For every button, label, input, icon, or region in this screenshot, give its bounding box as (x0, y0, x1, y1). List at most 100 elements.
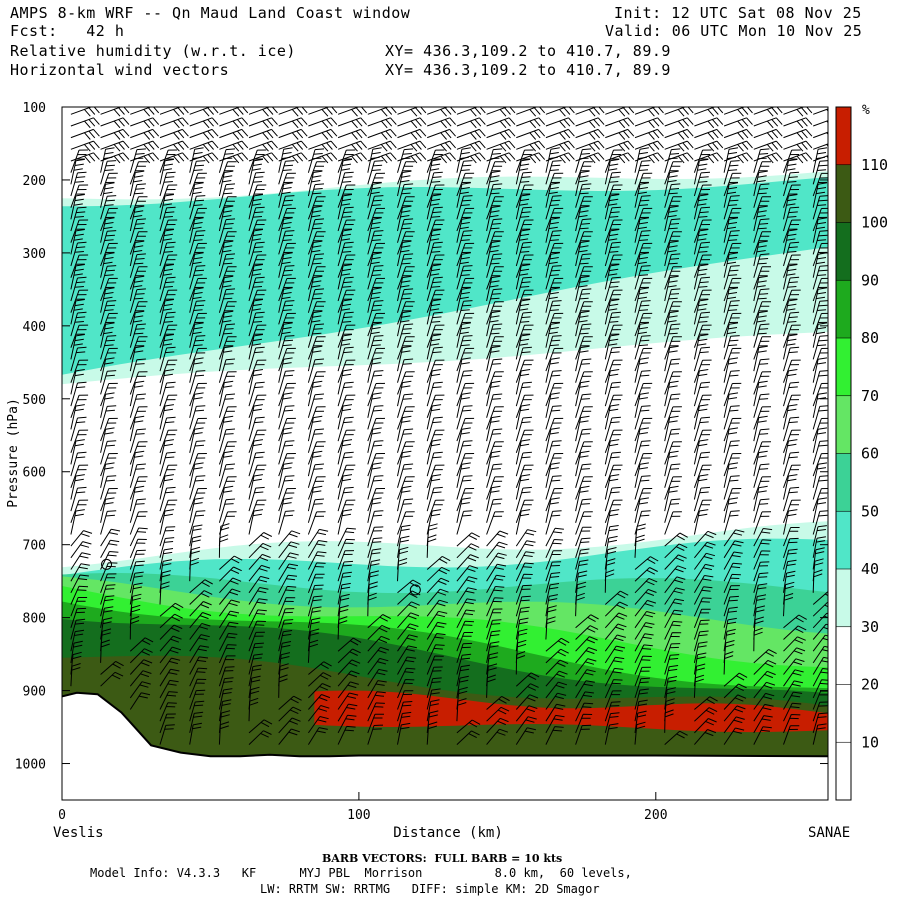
wind-barb (456, 107, 486, 117)
plot-title: AMPS 8-km WRF -- Qn Maud Land Coast wind… (10, 4, 411, 22)
wind-barb (486, 205, 501, 232)
wind-barb (604, 359, 623, 383)
wind-barb (367, 357, 382, 383)
wind-barb (575, 196, 593, 220)
wind-barb (783, 128, 813, 140)
wind-barb (783, 149, 801, 173)
wind-barb (486, 253, 503, 278)
wind-barb (367, 624, 391, 640)
wind-barb (367, 635, 390, 652)
wind-barb (456, 172, 475, 197)
wind-barb (486, 541, 508, 559)
wind-barb (575, 218, 592, 243)
wind-barb (129, 463, 146, 488)
wind-barb (219, 588, 241, 605)
wind-barb (694, 729, 717, 745)
colorbar-segment (836, 280, 851, 338)
wind-barb (159, 646, 182, 664)
wind-barb (426, 644, 445, 664)
wind-barb (812, 347, 828, 372)
wind-barb (248, 542, 272, 559)
wind-barb (70, 404, 85, 430)
wind-barb (129, 323, 146, 348)
wind-barb (693, 509, 709, 535)
wind-barb (515, 464, 534, 488)
wind-barb (783, 206, 800, 232)
wind-barb (515, 299, 531, 325)
wind-barb (218, 450, 234, 477)
wind-barb (427, 107, 456, 117)
wind-barb (812, 277, 828, 302)
wind-barb (278, 287, 293, 313)
wind-barb (753, 266, 772, 290)
terrain-fill (62, 692, 828, 800)
wind-barb (545, 277, 564, 302)
wind-barb (693, 311, 711, 337)
wind-barb (426, 721, 438, 745)
wind-barb (248, 697, 259, 722)
wind-barb (129, 659, 153, 675)
wind-barb (70, 206, 87, 232)
wind-barb (753, 161, 772, 185)
wind-barb (753, 561, 770, 582)
wind-barb (337, 670, 360, 687)
wind-barb (307, 380, 323, 407)
wind-barb (307, 336, 326, 360)
wind-barb (515, 158, 531, 185)
wind-barb (693, 439, 709, 465)
wind-barb (278, 300, 295, 325)
wind-barb (248, 346, 265, 372)
cross-section-endpoints-wind: XY= 436.3,109.2 to 410.7, 89.9 (385, 61, 671, 79)
wind-barb (337, 703, 358, 722)
wind-barb (664, 587, 685, 605)
wind-barb (604, 690, 622, 710)
wind-barb (337, 692, 359, 710)
wind-barb (693, 241, 711, 267)
wind-barb (456, 128, 486, 140)
wind-barb (693, 652, 707, 675)
wind-barb (812, 417, 828, 442)
wind-barb (248, 486, 265, 512)
wind-barb (307, 485, 323, 512)
wind-barb (367, 488, 386, 512)
wind-barb (693, 474, 709, 500)
wind-barb (159, 289, 178, 313)
wind-barb (664, 301, 682, 325)
wind-barb (426, 276, 443, 302)
wind-barb (100, 671, 124, 687)
wind-barb (723, 585, 740, 605)
wind-barb (100, 287, 115, 313)
wind-barb (397, 393, 414, 418)
wind-barb (248, 464, 267, 488)
wind-barb (100, 497, 115, 523)
wind-barb (575, 301, 593, 325)
wind-barb (218, 336, 237, 360)
wind-barb (664, 253, 681, 278)
wind-barb (100, 405, 117, 430)
wind-barb (367, 140, 397, 152)
wind-barb (397, 301, 415, 325)
wind-barb (634, 335, 651, 360)
wind-barb (219, 117, 249, 129)
wind-barb (278, 242, 296, 267)
wind-barb (693, 299, 709, 325)
wind-barb (129, 393, 146, 418)
wind-barb (248, 194, 263, 220)
wind-barb (397, 590, 421, 605)
wind-barb (278, 563, 298, 582)
wind-barb (664, 665, 679, 687)
wind-barb (367, 160, 384, 185)
wind-barb (545, 714, 565, 734)
wind-barb (100, 347, 118, 372)
wind-barb (426, 171, 443, 197)
wind-barb (129, 415, 145, 442)
wind-barb (783, 404, 798, 430)
wind-barb (397, 485, 412, 512)
wind-barb (397, 152, 427, 164)
wind-barb (723, 694, 747, 710)
wind-barb (604, 171, 621, 197)
wind-barb (129, 441, 148, 465)
wind-barb (515, 324, 534, 348)
wind-barb (486, 574, 506, 594)
wind-barb (515, 584, 532, 605)
